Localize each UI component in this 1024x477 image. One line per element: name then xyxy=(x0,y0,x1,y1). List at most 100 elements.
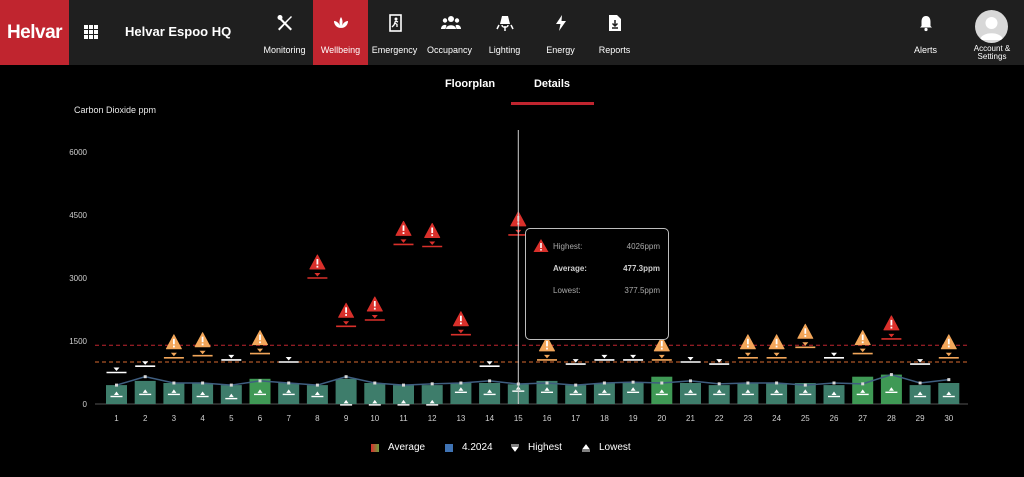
x-tick-label: 13 xyxy=(456,414,465,423)
warning-icon-dot xyxy=(775,345,778,348)
legend-lowest[interactable]: Lowest xyxy=(582,442,631,453)
lowest-marker xyxy=(257,389,263,393)
highest-marker xyxy=(802,342,809,346)
month-bar xyxy=(737,383,759,404)
highest-marker xyxy=(113,367,120,371)
legend-average[interactable]: Average xyxy=(371,442,425,453)
legend-month[interactable]: 4.2024 xyxy=(445,442,493,453)
tab-floorplan[interactable]: Floorplan xyxy=(444,78,496,90)
warning-icon-mark xyxy=(546,340,548,347)
x-tick-label: 19 xyxy=(629,414,638,423)
lowest-marker xyxy=(659,389,665,393)
highest-marker xyxy=(257,348,263,353)
lowest-marker xyxy=(831,391,837,395)
nav-emergency[interactable]: Emergency xyxy=(367,0,422,65)
x-tick-label: 15 xyxy=(514,414,523,423)
nav-lighting[interactable]: Lighting xyxy=(477,0,532,65)
tab-details[interactable]: Details xyxy=(533,78,571,90)
x-tick-label: 20 xyxy=(657,414,666,423)
average-point xyxy=(889,373,893,377)
highest-marker xyxy=(457,329,464,334)
month-bar xyxy=(364,383,386,404)
legend-highest[interactable]: Highest xyxy=(511,442,562,453)
average-point xyxy=(488,379,492,383)
lowest-marker-icon xyxy=(582,443,590,451)
highest-marker xyxy=(228,354,235,359)
month-bar xyxy=(163,383,185,404)
tools-icon xyxy=(276,14,294,32)
nav-wellbeing[interactable]: Wellbeing xyxy=(313,0,368,65)
highest-marker xyxy=(285,357,292,361)
x-tick-label: 6 xyxy=(258,414,263,423)
warning-icon-dot xyxy=(431,234,434,237)
average-point xyxy=(373,381,377,385)
average-point xyxy=(229,383,233,387)
average-point xyxy=(258,379,262,383)
tab-selected-indicator xyxy=(511,102,594,105)
lowest-marker xyxy=(601,389,607,393)
average-point xyxy=(459,381,463,385)
highest-marker xyxy=(888,333,895,338)
top-bar: Helvar Helvar Espoo HQ Monitoring Wellbe… xyxy=(0,0,1024,65)
site-name[interactable]: Helvar Espoo HQ xyxy=(125,24,232,39)
x-tick-label: 25 xyxy=(801,414,810,423)
x-tick-label: 26 xyxy=(830,414,839,423)
average-point xyxy=(689,379,692,383)
x-tick-label: 28 xyxy=(887,414,896,423)
warning-icon-dot xyxy=(345,314,347,316)
helvar-logo[interactable]: Helvar xyxy=(0,0,69,65)
month-bar xyxy=(335,378,357,404)
highest-marker xyxy=(773,352,780,357)
lowest-marker xyxy=(429,399,435,404)
highest-marker xyxy=(142,361,149,365)
lowest-marker xyxy=(860,389,866,393)
highest-marker xyxy=(601,354,608,359)
app-grid-icon[interactable] xyxy=(84,25,98,39)
month-bar xyxy=(393,385,414,404)
average-point xyxy=(545,381,549,385)
warning-icon-mark xyxy=(804,328,807,334)
average-point xyxy=(746,381,750,385)
nav-monitoring[interactable]: Monitoring xyxy=(257,0,312,65)
nav-occupancy[interactable]: Occupancy xyxy=(422,0,477,65)
warning-icon-dot xyxy=(402,232,405,234)
highest-marker xyxy=(486,361,493,365)
average-point xyxy=(861,382,865,386)
account-settings-label[interactable]: Account & Settings xyxy=(973,44,1011,61)
warning-icon-mark xyxy=(173,338,175,345)
warning-icon xyxy=(533,239,549,252)
nav-energy[interactable]: Energy xyxy=(533,0,588,65)
average-point xyxy=(172,381,176,385)
warning-icon-dot xyxy=(259,341,261,344)
warning-icon-mark xyxy=(431,227,434,233)
x-tick-label: 11 xyxy=(399,414,408,423)
nav-alerts[interactable]: Alerts xyxy=(898,0,953,65)
lowest-marker xyxy=(774,389,780,393)
warning-icon-dot xyxy=(546,347,548,350)
highest-marker xyxy=(859,348,866,353)
month-bar xyxy=(680,383,701,404)
x-tick-label: 27 xyxy=(858,414,867,423)
lowest-marker xyxy=(458,387,464,391)
warning-icon-dot xyxy=(861,341,864,344)
warning-icon-mark xyxy=(460,315,462,322)
people-icon xyxy=(440,14,461,32)
average-point xyxy=(775,381,779,385)
average-point xyxy=(143,375,147,379)
y-tick-label: 0 xyxy=(83,400,88,409)
average-point xyxy=(430,382,434,386)
avatar-icon[interactable] xyxy=(975,10,1008,43)
highest-marker xyxy=(429,241,436,245)
highest-marker xyxy=(572,359,579,363)
month-swatch xyxy=(445,443,453,452)
highest-marker xyxy=(199,350,206,355)
chart-title: Carbon Dioxide ppm xyxy=(74,105,157,115)
warning-icon-dot xyxy=(747,345,749,348)
nav-reports[interactable]: Reports xyxy=(587,0,642,65)
month-bar xyxy=(479,383,501,404)
average-point xyxy=(918,381,922,385)
emergency-exit-icon xyxy=(386,14,404,32)
highest-marker xyxy=(658,354,665,359)
warning-icon-dot xyxy=(890,326,893,329)
